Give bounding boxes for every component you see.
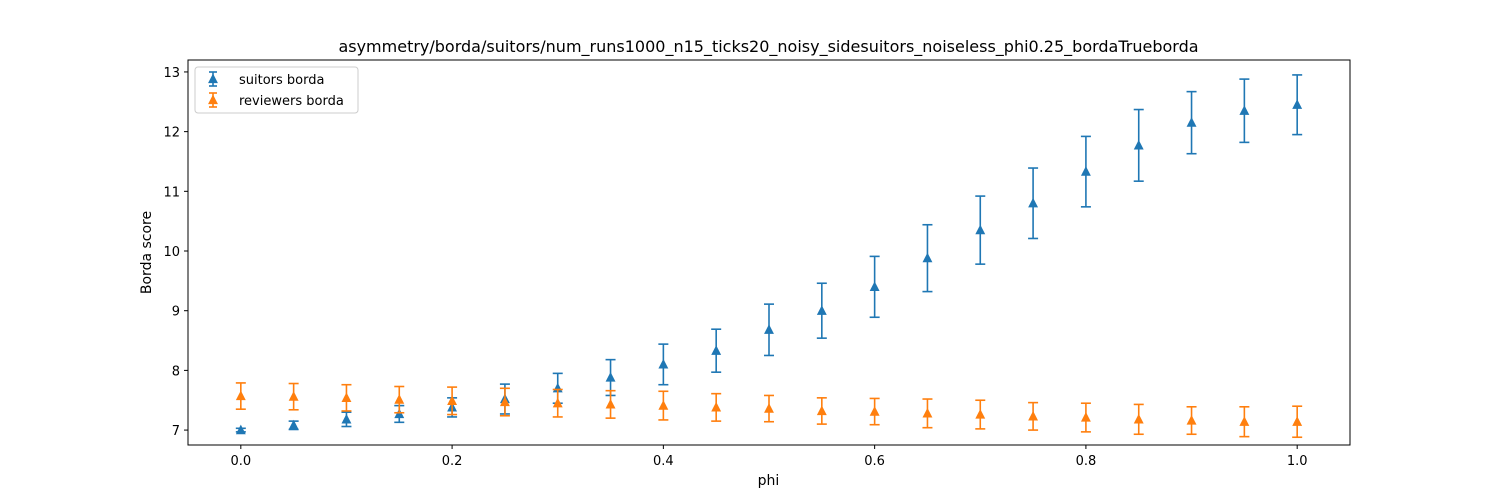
y-tick-label: 7 xyxy=(172,424,180,439)
y-tick-label: 12 xyxy=(163,126,180,141)
x-tick-label: 0.0 xyxy=(230,454,251,469)
data-point xyxy=(1080,166,1091,176)
x-tick-label: 0.6 xyxy=(864,454,885,469)
y-tick-label: 11 xyxy=(163,185,180,200)
data-point xyxy=(975,409,986,419)
data-point xyxy=(499,396,510,407)
x-axis: 0.0 0.2 0.4 0.6 0.8 1.0 xyxy=(230,445,1308,469)
legend-marker xyxy=(208,73,218,84)
data-point xyxy=(288,391,299,401)
data-point xyxy=(447,395,458,405)
y-axis: 7 8 9 10 11 12 13 xyxy=(163,66,188,439)
data-point xyxy=(1239,416,1250,426)
chart-title: asymmetry/borda/suitors/num_runs1000_n15… xyxy=(338,37,1198,57)
legend-marker xyxy=(208,94,218,105)
x-tick-label: 0.2 xyxy=(442,454,463,469)
data-point xyxy=(394,394,405,404)
data-point xyxy=(1239,105,1250,115)
x-axis-label: phi xyxy=(758,473,780,489)
data-point xyxy=(1292,99,1303,109)
data-point xyxy=(764,403,774,413)
y-tick-label: 9 xyxy=(172,305,180,320)
legend-label: suitors borda xyxy=(239,73,324,88)
legend: suitors borda reviewers borda xyxy=(194,66,359,114)
data-point xyxy=(1028,197,1039,208)
data-point xyxy=(1133,413,1144,424)
data-point xyxy=(975,224,986,235)
data-point xyxy=(605,372,616,382)
legend-box xyxy=(194,66,359,114)
data-point xyxy=(552,397,563,408)
data-point xyxy=(605,398,616,409)
data-point xyxy=(816,405,827,416)
data-point xyxy=(1133,139,1144,150)
data-point xyxy=(1186,117,1197,127)
data-point xyxy=(1028,410,1039,421)
data-point xyxy=(711,345,722,355)
data-point xyxy=(764,324,774,334)
x-tick-label: 1.0 xyxy=(1287,454,1308,469)
y-tick-label: 13 xyxy=(163,66,180,81)
data-point xyxy=(711,401,722,412)
x-tick-label: 0.8 xyxy=(1076,454,1097,469)
data-point xyxy=(235,424,246,435)
data-point xyxy=(869,406,880,416)
y-tick-label: 10 xyxy=(163,245,180,260)
series-1 xyxy=(235,382,1303,439)
y-axis-label: Borda score xyxy=(139,211,155,294)
data-point xyxy=(816,305,827,315)
data-point xyxy=(1186,415,1197,425)
data-point xyxy=(922,407,933,418)
data-point xyxy=(1292,416,1303,426)
data-point xyxy=(341,413,352,424)
x-tick-label: 0.4 xyxy=(653,454,674,469)
data-point xyxy=(1080,412,1091,422)
data-point xyxy=(658,400,669,410)
data-point xyxy=(235,390,246,401)
data-point xyxy=(869,281,880,291)
series-0 xyxy=(235,74,1303,435)
y-tick-label: 8 xyxy=(172,364,180,379)
data-point xyxy=(341,392,352,402)
data-point xyxy=(922,252,933,263)
axes-frame xyxy=(187,59,1351,446)
plot-area xyxy=(235,74,1303,439)
data-point xyxy=(288,419,299,430)
legend-label: reviewers borda xyxy=(239,94,344,109)
data-point xyxy=(658,358,669,369)
